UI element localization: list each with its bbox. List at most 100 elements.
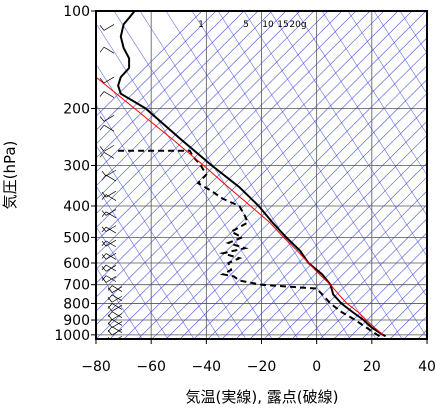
wind-barb bbox=[111, 294, 123, 302]
wind-barb-flag bbox=[101, 264, 107, 271]
reference-line bbox=[96, 11, 259, 173]
wind-barb-flag bbox=[99, 146, 105, 152]
y-tick-label: 300 bbox=[63, 159, 90, 175]
reference-line bbox=[193, 106, 427, 339]
wind-barb bbox=[111, 313, 123, 320]
wind-barbs bbox=[99, 24, 123, 339]
reference-line bbox=[347, 11, 427, 135]
y-tick-label: 600 bbox=[63, 256, 90, 272]
wind-barb-flag bbox=[99, 124, 105, 131]
wind-barb bbox=[111, 311, 123, 318]
wind-barb bbox=[105, 239, 117, 247]
wind-barb bbox=[111, 303, 123, 310]
wind-barb-flag bbox=[107, 326, 113, 332]
reference-line bbox=[321, 11, 427, 176]
mixing-ratio-label: 10 bbox=[262, 20, 274, 30]
wind-barb-flag bbox=[101, 174, 107, 181]
y-tick-label: 500 bbox=[63, 230, 90, 246]
plot-area bbox=[96, 11, 427, 339]
reference-line bbox=[373, 11, 427, 95]
wind-barb-flag bbox=[101, 240, 107, 247]
wind-barb bbox=[111, 321, 123, 328]
y-tick-label: 1000 bbox=[54, 328, 90, 344]
wind-barb-flag bbox=[107, 285, 113, 291]
y-tick-label: 400 bbox=[63, 199, 90, 215]
wind-barb bbox=[105, 190, 117, 198]
reference-line bbox=[243, 11, 427, 298]
y-tick-label: 200 bbox=[63, 101, 90, 117]
reference-line bbox=[207, 120, 427, 339]
wind-barb bbox=[111, 304, 123, 312]
reference-line bbox=[295, 11, 427, 217]
reference-line bbox=[96, 11, 203, 117]
wind-barb bbox=[103, 24, 115, 31]
reference-line bbox=[96, 63, 273, 339]
mixing-ratio-label: 20g bbox=[289, 20, 306, 30]
x-tick-label: 40 bbox=[418, 359, 436, 375]
series-line-1 bbox=[118, 149, 381, 338]
x-axis-ticks: −80 −60 −40 −20 0 20 40 bbox=[81, 339, 436, 375]
wind-barb bbox=[111, 286, 123, 293]
wind-barb-flag bbox=[99, 46, 105, 53]
reference-line bbox=[217, 11, 427, 338]
reference-line bbox=[96, 11, 315, 229]
wind-barb bbox=[111, 285, 123, 292]
reference-line bbox=[96, 11, 273, 187]
reference-line bbox=[96, 144, 221, 339]
mixing-ratio-label: 1 bbox=[198, 20, 204, 30]
reference-line bbox=[137, 51, 427, 339]
wind-barb bbox=[105, 209, 117, 216]
wind-barb bbox=[103, 124, 115, 132]
wind-barb bbox=[103, 115, 115, 122]
reference-line bbox=[221, 134, 427, 339]
wind-barb bbox=[103, 151, 115, 159]
wind-barb bbox=[105, 253, 117, 260]
reference-line bbox=[96, 11, 329, 243]
wind-barb-flag bbox=[101, 191, 107, 198]
wind-barb bbox=[105, 225, 117, 232]
x-tick-label: 20 bbox=[363, 359, 381, 375]
mixing-ratio-labels: 1 5 10 15 20g bbox=[198, 20, 306, 30]
mixing-ratio-label: 5 bbox=[243, 20, 249, 30]
reference-line bbox=[249, 162, 427, 339]
reference-line bbox=[96, 11, 287, 201]
wind-barb bbox=[105, 275, 117, 282]
wind-barb-flag bbox=[107, 311, 113, 317]
wind-barb bbox=[111, 328, 123, 336]
series-line-0 bbox=[117, 11, 387, 338]
reference-line bbox=[305, 218, 427, 339]
series-line-2 bbox=[96, 76, 384, 336]
mixing-ratio-label: 15 bbox=[277, 20, 288, 30]
reference-line bbox=[403, 315, 427, 339]
wind-barb-flag bbox=[101, 170, 107, 177]
wind-barb bbox=[103, 91, 115, 98]
wind-barb-flag bbox=[101, 194, 107, 200]
reference-line bbox=[235, 148, 427, 339]
reference-line bbox=[96, 11, 413, 326]
y-axis-title: 気圧(hPa) bbox=[1, 141, 19, 210]
wind-barb-flag bbox=[107, 319, 113, 325]
y-tick-label: 100 bbox=[63, 4, 90, 20]
wind-barb-flag bbox=[101, 254, 107, 260]
wind-barb bbox=[111, 295, 123, 303]
reference-line bbox=[263, 176, 427, 339]
x-tick-label: 0 bbox=[312, 359, 321, 375]
wind-barb-flag bbox=[101, 275, 107, 281]
wind-barb bbox=[105, 276, 117, 283]
wind-barb bbox=[103, 46, 115, 54]
wind-barb-flag bbox=[107, 297, 113, 303]
x-tick-label: −60 bbox=[136, 359, 166, 375]
wind-barb bbox=[105, 240, 117, 248]
wind-barb bbox=[103, 145, 115, 152]
reference-line bbox=[96, 11, 399, 312]
wind-barb-flag bbox=[99, 152, 105, 158]
wind-barb-flag bbox=[107, 305, 113, 312]
reference-line bbox=[123, 37, 427, 339]
wind-barb-flag bbox=[101, 211, 107, 217]
x-tick-label: −80 bbox=[81, 359, 111, 375]
wind-barb bbox=[105, 264, 117, 272]
x-tick-label: −20 bbox=[247, 359, 277, 375]
wind-barb bbox=[111, 319, 123, 326]
wind-barb-flag bbox=[107, 303, 113, 309]
